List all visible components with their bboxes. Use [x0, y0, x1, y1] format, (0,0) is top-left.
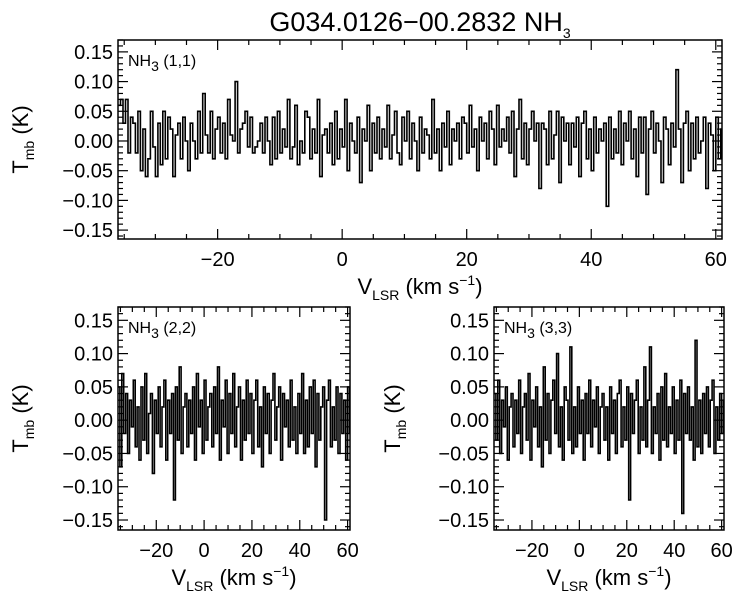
- y-tick-label: −0.05: [62, 443, 113, 465]
- x-axis-label-close: ): [289, 565, 296, 590]
- x-axis-label: VLSR (km s−1): [546, 563, 671, 594]
- panel-label-main: NH: [128, 53, 151, 70]
- panel-label-subscript: 3: [151, 58, 159, 74]
- x-axis-label-v: V: [546, 565, 561, 590]
- x-tick-label: −20: [515, 540, 549, 562]
- x-axis-label-superscript: −1: [459, 272, 475, 288]
- y-tick-label: −0.15: [62, 510, 113, 532]
- panel-label: NH3 (3,3): [504, 320, 572, 341]
- panel-label-transition: (1,1): [159, 53, 196, 70]
- figure-title-text: G034.0126−00.2832 NH: [269, 7, 562, 37]
- figure-title-subscript: 3: [563, 25, 571, 41]
- x-axis-label-close: ): [664, 565, 671, 590]
- y-tick-label: −0.10: [438, 477, 489, 499]
- y-axis-label-t: T: [8, 439, 33, 452]
- y-tick-label: −0.10: [62, 477, 113, 499]
- y-axis-label: Tmb (K): [8, 105, 37, 173]
- y-tick-label: 0.15: [74, 42, 113, 64]
- x-tick-label: 0: [574, 540, 585, 562]
- y-tick-label: 0.00: [74, 410, 113, 432]
- panel-label-transition: (2,2): [159, 320, 196, 337]
- y-axis-label-subscript: mb: [21, 141, 37, 161]
- x-tick-label: 40: [663, 540, 685, 562]
- y-tick-label: 0.15: [450, 310, 489, 332]
- panel-label-transition: (3,3): [535, 320, 572, 337]
- spectrum-line: [118, 366, 350, 521]
- x-axis-label-v: V: [357, 274, 372, 299]
- y-tick-label: −0.05: [62, 161, 113, 183]
- x-tick-label: 40: [580, 249, 602, 271]
- y-tick-label: 0.15: [74, 310, 113, 332]
- y-tick-label: 0.05: [450, 377, 489, 399]
- y-axis-label-t: T: [8, 160, 33, 173]
- y-tick-label: 0.10: [74, 72, 113, 94]
- y-tick-label: −0.05: [438, 443, 489, 465]
- x-axis-label-superscript: −1: [273, 563, 289, 579]
- x-axis-label-units: (km s: [588, 565, 648, 590]
- y-axis-label-units: (K): [8, 105, 33, 140]
- panel-label-subscript: 3: [527, 325, 535, 341]
- x-axis-label-subscript: LSR: [561, 578, 588, 594]
- panel-bottom-left: −20 0 20 40 60 0.15 0.10 0.05 0.00 −0.05 −0.10 −0.1…: [8, 306, 359, 594]
- x-tick-label: 20: [456, 249, 478, 271]
- y-axis-label: Tmb (K): [8, 384, 37, 452]
- x-tick-label: 60: [705, 249, 727, 271]
- x-tick-label: 20: [241, 540, 263, 562]
- x-axis-label-close: ): [475, 274, 482, 299]
- x-tick-label: −20: [201, 249, 235, 271]
- spectrum-line: [118, 68, 722, 208]
- x-axis-label: VLSR (km s−1): [357, 272, 482, 303]
- y-axis-label-units: (K): [8, 384, 33, 419]
- panel-label-subscript: 3: [151, 325, 159, 341]
- figure-title: G034.0126−00.2832 NH3: [269, 7, 570, 41]
- spectrum-line: [494, 339, 724, 515]
- panel-label-main: NH: [504, 320, 527, 337]
- x-tick-label: 0: [199, 540, 210, 562]
- y-tick-label: 0.00: [74, 131, 113, 153]
- panel-label: NH3 (1,1): [128, 53, 196, 74]
- x-tick-label: 60: [711, 540, 733, 562]
- x-tick-label: 40: [289, 540, 311, 562]
- y-tick-label: −0.10: [62, 190, 113, 212]
- panel-label: NH3 (2,2): [128, 320, 196, 341]
- y-tick-label: −0.15: [438, 510, 489, 532]
- x-axis-label-v: V: [171, 565, 186, 590]
- panel-label-main: NH: [128, 320, 151, 337]
- y-axis-label: Tmb (K): [380, 384, 409, 452]
- x-tick-label: 20: [616, 540, 638, 562]
- y-tick-label: 0.05: [74, 377, 113, 399]
- x-axis-label-superscript: −1: [648, 563, 664, 579]
- y-tick-label: 0.10: [450, 344, 489, 366]
- x-tick-label: 60: [336, 540, 358, 562]
- y-tick-label: 0.00: [450, 410, 489, 432]
- x-axis-label-units: (km s: [213, 565, 273, 590]
- x-axis-label-subscript: LSR: [186, 578, 213, 594]
- x-axis-label: VLSR (km s−1): [171, 563, 296, 594]
- x-tick-label: −20: [139, 540, 173, 562]
- panel-bottom-right: −20 0 20 40 60 0.15 0.10 0.05 0.00 −0.05 −0.10 −0.1…: [380, 306, 733, 594]
- y-axis-label-subscript: mb: [21, 420, 37, 440]
- x-tick-label: 0: [337, 249, 348, 271]
- y-tick-label: 0.10: [74, 344, 113, 366]
- plot-frame: [117, 39, 723, 240]
- y-axis-label-units: (K): [380, 384, 405, 419]
- panel-top: −20 0 20 40 60 0.15 0.10 0.05 0.00 −0.05 −0.10 −0.1…: [8, 39, 727, 303]
- y-tick-label: 0.05: [74, 101, 113, 123]
- x-axis-label-units: (km s: [399, 274, 459, 299]
- x-axis-label-subscript: LSR: [372, 287, 399, 303]
- y-axis-label-subscript: mb: [393, 420, 409, 440]
- y-axis-label-t: T: [380, 439, 405, 452]
- y-tick-label: −0.15: [62, 220, 113, 242]
